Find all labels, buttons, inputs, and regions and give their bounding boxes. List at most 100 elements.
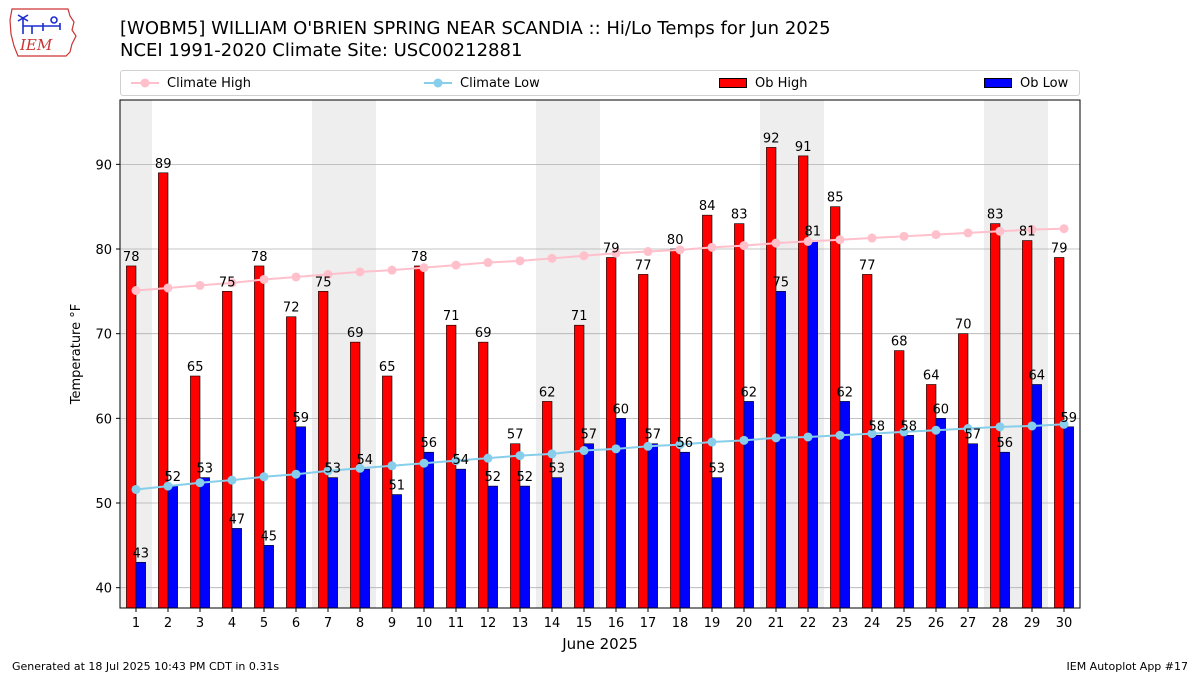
legend-label: Ob Low xyxy=(1020,75,1069,91)
climate-high-point xyxy=(835,235,845,245)
y-axis-label: Temperature °F xyxy=(69,304,84,405)
ob-low-bar xyxy=(775,291,786,609)
x-tick-label: 27 xyxy=(960,616,977,631)
ob-high-label: 80 xyxy=(667,233,684,248)
climate-low-point xyxy=(739,435,749,445)
ob-low-bar xyxy=(519,485,530,609)
ob-low-label: 53 xyxy=(197,462,214,477)
ob-low-bar xyxy=(551,477,562,609)
climate-low-point xyxy=(899,427,909,437)
climate-low-point xyxy=(1059,419,1069,429)
climate-high-point xyxy=(1059,224,1069,234)
ob-high-label: 78 xyxy=(251,250,268,265)
ob-low-bar xyxy=(359,468,370,609)
x-tick-label: 28 xyxy=(992,616,1009,631)
legend-marker-bar-icon xyxy=(719,78,747,88)
ob-high-label: 75 xyxy=(219,275,236,290)
ob-low-bar xyxy=(391,494,402,609)
climate-low-point xyxy=(515,451,525,461)
y-tick-label: 50 xyxy=(95,497,112,512)
ob-low-label: 54 xyxy=(453,453,470,468)
ob-low-bar xyxy=(967,443,978,609)
iem-logo: IEM xyxy=(8,6,78,62)
climate-high-line xyxy=(135,227,1065,292)
climate-high-point xyxy=(611,248,621,258)
ob-high-bar xyxy=(286,316,297,609)
ob-low-bar xyxy=(807,240,818,609)
ob-low-bar xyxy=(903,434,914,609)
climate-low-point xyxy=(419,458,429,468)
x-tick-label: 30 xyxy=(1056,616,1073,631)
climate-low-point xyxy=(355,463,365,473)
legend: Climate High Climate Low Ob High Ob Low xyxy=(120,70,1080,96)
x-tick-label: 8 xyxy=(356,616,364,631)
x-tick-label: 10 xyxy=(416,616,433,631)
ob-high-label: 85 xyxy=(827,191,844,206)
ob-high-bar xyxy=(606,257,617,609)
ob-high-bar xyxy=(190,375,201,609)
climate-low-point xyxy=(707,437,717,447)
x-tick-label: 11 xyxy=(448,616,465,631)
x-tick-label: 26 xyxy=(928,616,945,631)
climate-high-point xyxy=(387,265,397,275)
y-tick-label: 90 xyxy=(95,158,112,173)
climate-high-point xyxy=(579,251,589,261)
ob-low-label: 45 xyxy=(261,529,278,544)
chart-subtitle: NCEI 1991-2020 Climate Site: USC00212881 xyxy=(120,40,523,61)
climate-low-point xyxy=(483,453,493,463)
ob-high-label: 77 xyxy=(635,258,652,273)
legend-marker-line-icon xyxy=(424,78,452,88)
ob-low-label: 58 xyxy=(869,419,886,434)
ob-high-label: 64 xyxy=(923,368,940,383)
ob-high-label: 91 xyxy=(795,140,812,155)
ob-high-bar xyxy=(958,333,969,609)
climate-high-point xyxy=(963,228,973,238)
ob-high-label: 69 xyxy=(475,326,492,341)
generated-note: Generated at 18 Jul 2025 10:43 PM CDT in… xyxy=(12,660,280,673)
climate-high-point xyxy=(323,269,333,279)
ob-low-label: 56 xyxy=(997,436,1014,451)
x-tick-label: 22 xyxy=(800,616,817,631)
app-credit: IEM Autoplot App #17 xyxy=(1066,660,1189,673)
ob-high-label: 65 xyxy=(187,360,204,375)
ob-high-label: 75 xyxy=(315,275,332,290)
legend-label: Climate Low xyxy=(460,75,540,91)
ob-low-label: 53 xyxy=(709,462,726,477)
ob-low-bar xyxy=(263,545,274,609)
ob-high-label: 77 xyxy=(859,258,876,273)
ob-high-label: 65 xyxy=(379,360,396,375)
ob-high-label: 71 xyxy=(571,309,588,324)
ob-low-label: 57 xyxy=(965,428,982,443)
ob-high-bar xyxy=(350,341,361,609)
x-tick-label: 15 xyxy=(576,616,593,631)
ob-low-bar xyxy=(327,477,338,609)
ob-low-bar xyxy=(199,477,210,609)
ob-low-bar xyxy=(295,426,306,609)
climate-high-point xyxy=(163,283,173,293)
x-tick-label: 7 xyxy=(324,616,332,631)
ob-low-label: 60 xyxy=(613,402,630,417)
climate-high-point xyxy=(771,238,781,248)
x-axis-label: June 2025 xyxy=(561,635,638,653)
plot-frame xyxy=(119,99,1081,609)
ob-high-label: 81 xyxy=(1019,225,1036,240)
climate-high-point xyxy=(931,230,941,240)
climate-high-point xyxy=(675,245,685,255)
ob-high-label: 69 xyxy=(347,326,364,341)
x-tick-label: 21 xyxy=(768,616,785,631)
ob-low-label: 62 xyxy=(741,385,758,400)
ob-low-bar xyxy=(711,477,722,609)
ob-high-bar xyxy=(542,401,553,609)
climate-high-point xyxy=(739,241,749,251)
ob-high-bar xyxy=(862,274,873,609)
climate-low-point xyxy=(227,475,237,485)
ob-high-label: 83 xyxy=(731,208,748,223)
ob-high-bar xyxy=(894,350,905,609)
y-tick-label: 40 xyxy=(95,582,112,597)
climate-low-line xyxy=(135,423,1065,491)
ob-low-label: 81 xyxy=(805,225,822,240)
climate-high-point xyxy=(131,286,141,295)
ob-high-bar xyxy=(318,291,329,609)
ob-low-label: 53 xyxy=(549,462,566,477)
